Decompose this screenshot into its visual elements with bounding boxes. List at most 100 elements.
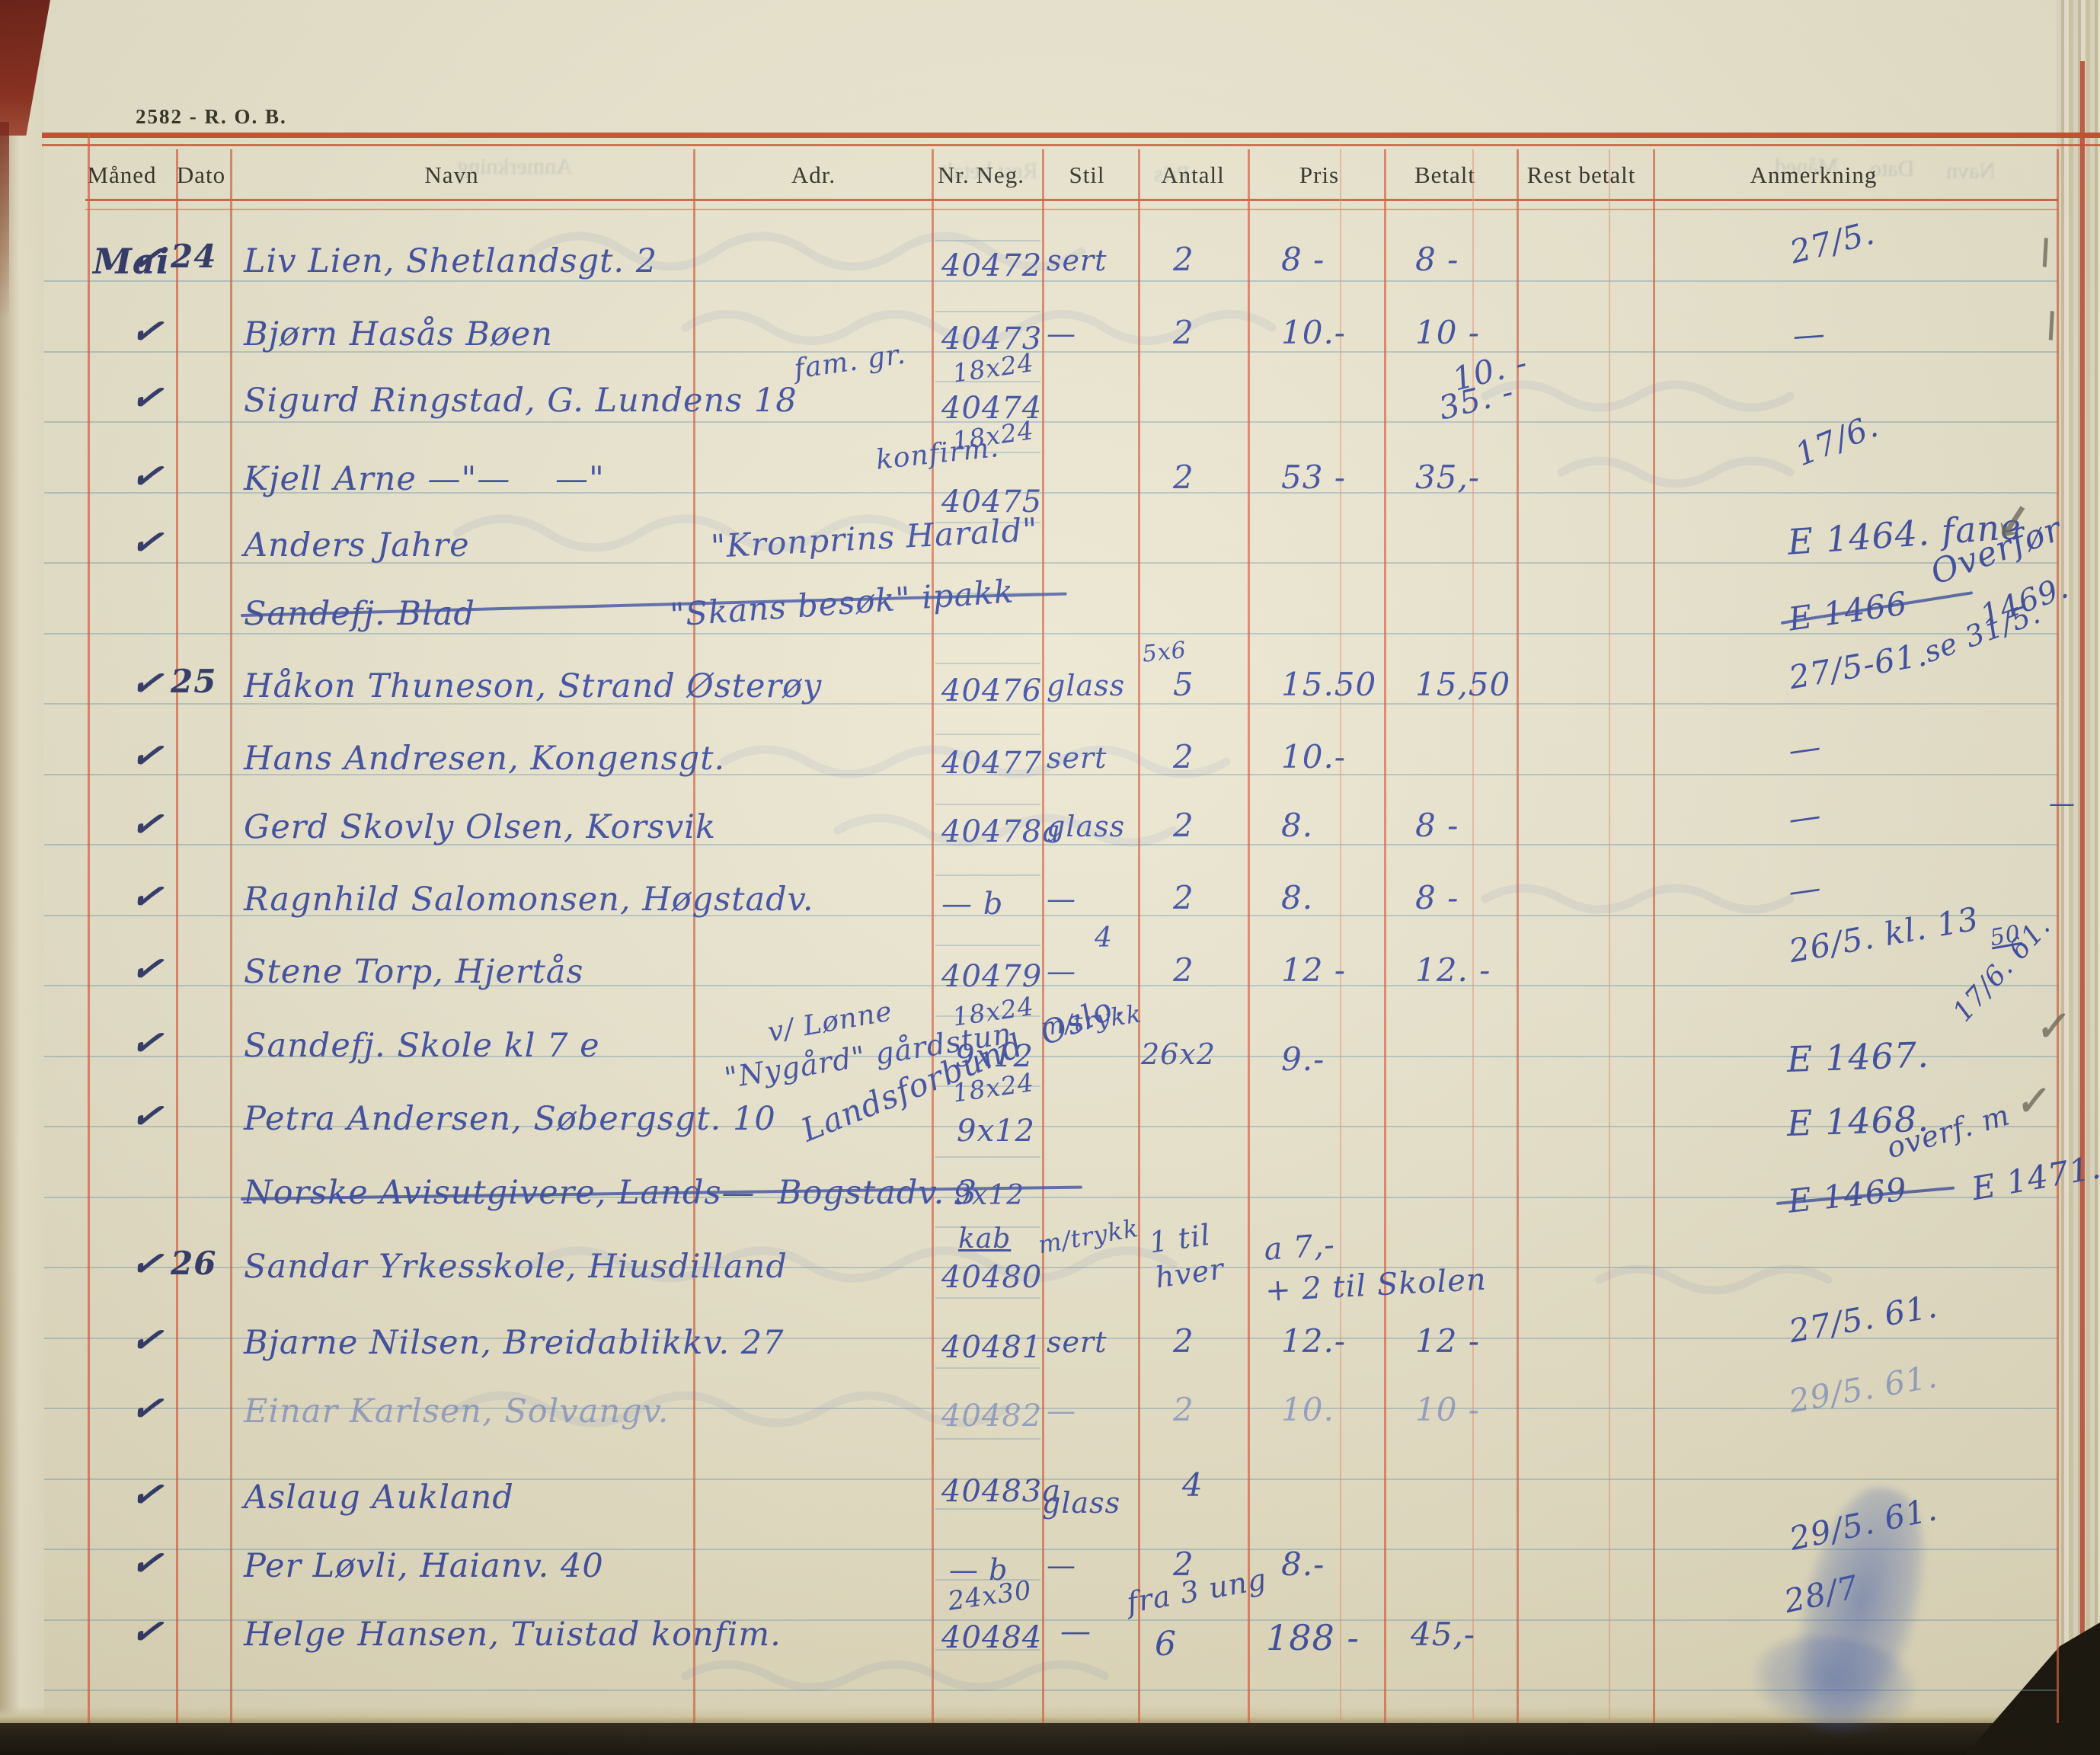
cell-nr: 40484 <box>941 1620 1043 1655</box>
cell-navn: Stene Torp, Hjertås <box>244 953 584 991</box>
ruled-line <box>44 703 2058 705</box>
cell-anm: 17/6. <box>1790 406 1884 474</box>
cell-pris: 10.- <box>1281 738 1346 775</box>
cell-betalt: 10 - <box>1415 314 1480 351</box>
cell-antall: 1 til <box>1147 1217 1213 1260</box>
top-rule-thick <box>42 133 2100 138</box>
cell-check: ✓ <box>127 1469 167 1519</box>
ruled-line <box>44 1689 2058 1691</box>
page-stack-edge-right <box>2057 0 2100 1755</box>
cell-antall-top: 5x6 <box>1141 636 1188 668</box>
cell-check: ✓ <box>127 1091 167 1140</box>
cell-anm: 26/5. kl. 13 <box>1786 900 1982 970</box>
ruled-line <box>44 844 2058 846</box>
column-header: Antall <box>1161 161 1225 188</box>
ruled-line <box>44 1196 2058 1198</box>
cell-stil: sert <box>1047 244 1108 277</box>
column-line <box>1138 149 1140 1723</box>
cell-nr: 40479 <box>941 959 1043 994</box>
cell-rest: — <box>2049 788 2076 819</box>
cell-stil: — <box>1047 317 1076 350</box>
cell-navn: Sandar Yrkesskole, Hiusdilland <box>244 1248 788 1286</box>
ruled-line <box>44 985 2058 986</box>
nrneg-sub-line <box>935 240 1040 241</box>
cell-anm: — <box>1786 796 1824 838</box>
cell-stil: — <box>1047 954 1076 988</box>
column-subline <box>1609 149 1610 1723</box>
cell-navn: Einar Karlsen, Solvangv. <box>244 1392 670 1431</box>
cell-check: ✓ <box>127 730 167 780</box>
nrneg-sub-line <box>935 733 1040 735</box>
column-line <box>2057 149 2059 1723</box>
cell-check: ✓ <box>127 451 167 500</box>
cell-navn: Aslaug Aukland <box>244 1478 514 1517</box>
header-rule-thin <box>85 209 2058 210</box>
cell-anm: 27/5. <box>1786 213 1879 271</box>
cell-adr-note: fam. gr. <box>792 338 908 385</box>
cell-pris: 9.- <box>1281 1041 1325 1078</box>
nrneg-sub-line <box>935 1578 1040 1581</box>
column-header: Pris <box>1299 161 1340 188</box>
cell-stil: glass <box>1047 810 1126 843</box>
cell-pris: a 7,- <box>1263 1227 1337 1268</box>
cell-stil: — <box>1047 882 1076 916</box>
nrneg-sub-line <box>935 1015 1040 1017</box>
column-line <box>693 149 695 1723</box>
ghost-column-header: Dato <box>1870 156 1915 181</box>
next-page-margin-line <box>2080 61 2085 1706</box>
nrneg-sub-line <box>935 1649 1040 1651</box>
column-header: Adr. <box>791 161 836 188</box>
page-code: 2582 - R. O. B. <box>136 105 287 128</box>
ruled-line <box>44 914 2058 916</box>
nrneg-sub-line <box>935 310 1040 312</box>
cell-nr: 40475 <box>941 484 1043 519</box>
nrneg-sub-line <box>935 1296 1040 1299</box>
cell-navn: Kjell Arne —"— —" <box>244 460 605 498</box>
column-line <box>1653 149 1655 1723</box>
cell-nr: 40476 <box>941 673 1043 708</box>
nrneg-sub-line <box>935 522 1040 523</box>
cell-check: ✓ <box>127 1239 167 1288</box>
cell-antall: 2 <box>1173 241 1194 278</box>
book-cover-sliver <box>0 122 9 320</box>
cell-check: ✓ <box>127 658 167 708</box>
cell-stil: glass <box>1047 669 1126 702</box>
nrneg-sub-line <box>935 874 1040 876</box>
column-line <box>932 149 934 1723</box>
cell-navn: Sandefj. Skole kl 7 e <box>244 1027 600 1065</box>
cell-betalt: 15,50 <box>1415 666 1511 703</box>
column-subline <box>1340 149 1341 1723</box>
cell-nr: 40477 <box>941 746 1043 781</box>
ruled-line <box>44 1619 2058 1621</box>
cell-dato: 24 <box>171 238 217 275</box>
column-header: Dato <box>176 161 226 188</box>
cell-navn: Bjørn Hasås Bøen <box>244 315 553 353</box>
nrneg-sub-line <box>935 1367 1040 1369</box>
page-bottom-edge <box>0 1706 2100 1725</box>
ruled-line <box>44 1337 2058 1339</box>
cell-check: ✓ <box>127 372 167 422</box>
nrneg-sub-line <box>935 1508 1040 1510</box>
cell-anm: 29/5. 61. <box>1786 1357 1941 1421</box>
cell-nr-top: 4 <box>1095 922 1113 954</box>
cell-check: ✓ <box>127 1538 167 1587</box>
cell-navn: Bjarne Nilsen, Breidablikkv. 27 <box>244 1324 785 1362</box>
cell-check: ✓ <box>127 944 167 993</box>
cell-stil: glass <box>1042 1486 1121 1520</box>
cell-check: ✓ <box>127 517 167 567</box>
cell-navn: Ragnhild Salomonsen, Høgstadv. <box>244 881 814 919</box>
cell-anm: — <box>1792 315 1827 354</box>
column-header: Betalt <box>1414 161 1476 188</box>
ruled-line <box>44 1478 2058 1480</box>
cell-navn: Anders Jahre <box>244 526 470 564</box>
ruled-line <box>44 1549 2058 1550</box>
cell-betalt: 45,- <box>1411 1616 1475 1653</box>
column-header: Rest betalt <box>1526 161 1636 188</box>
cell-pris: 10.- <box>1281 314 1346 351</box>
cell-anm: — <box>1786 727 1824 769</box>
ghost-column-header: Måned <box>1775 154 1839 179</box>
ruled-line <box>44 562 2058 564</box>
cell-navn: Liv Lien, Shetlandsgt. 2 <box>244 242 658 280</box>
column-header: Stil <box>1069 161 1105 188</box>
book-bottom-shadow <box>0 1723 2100 1755</box>
